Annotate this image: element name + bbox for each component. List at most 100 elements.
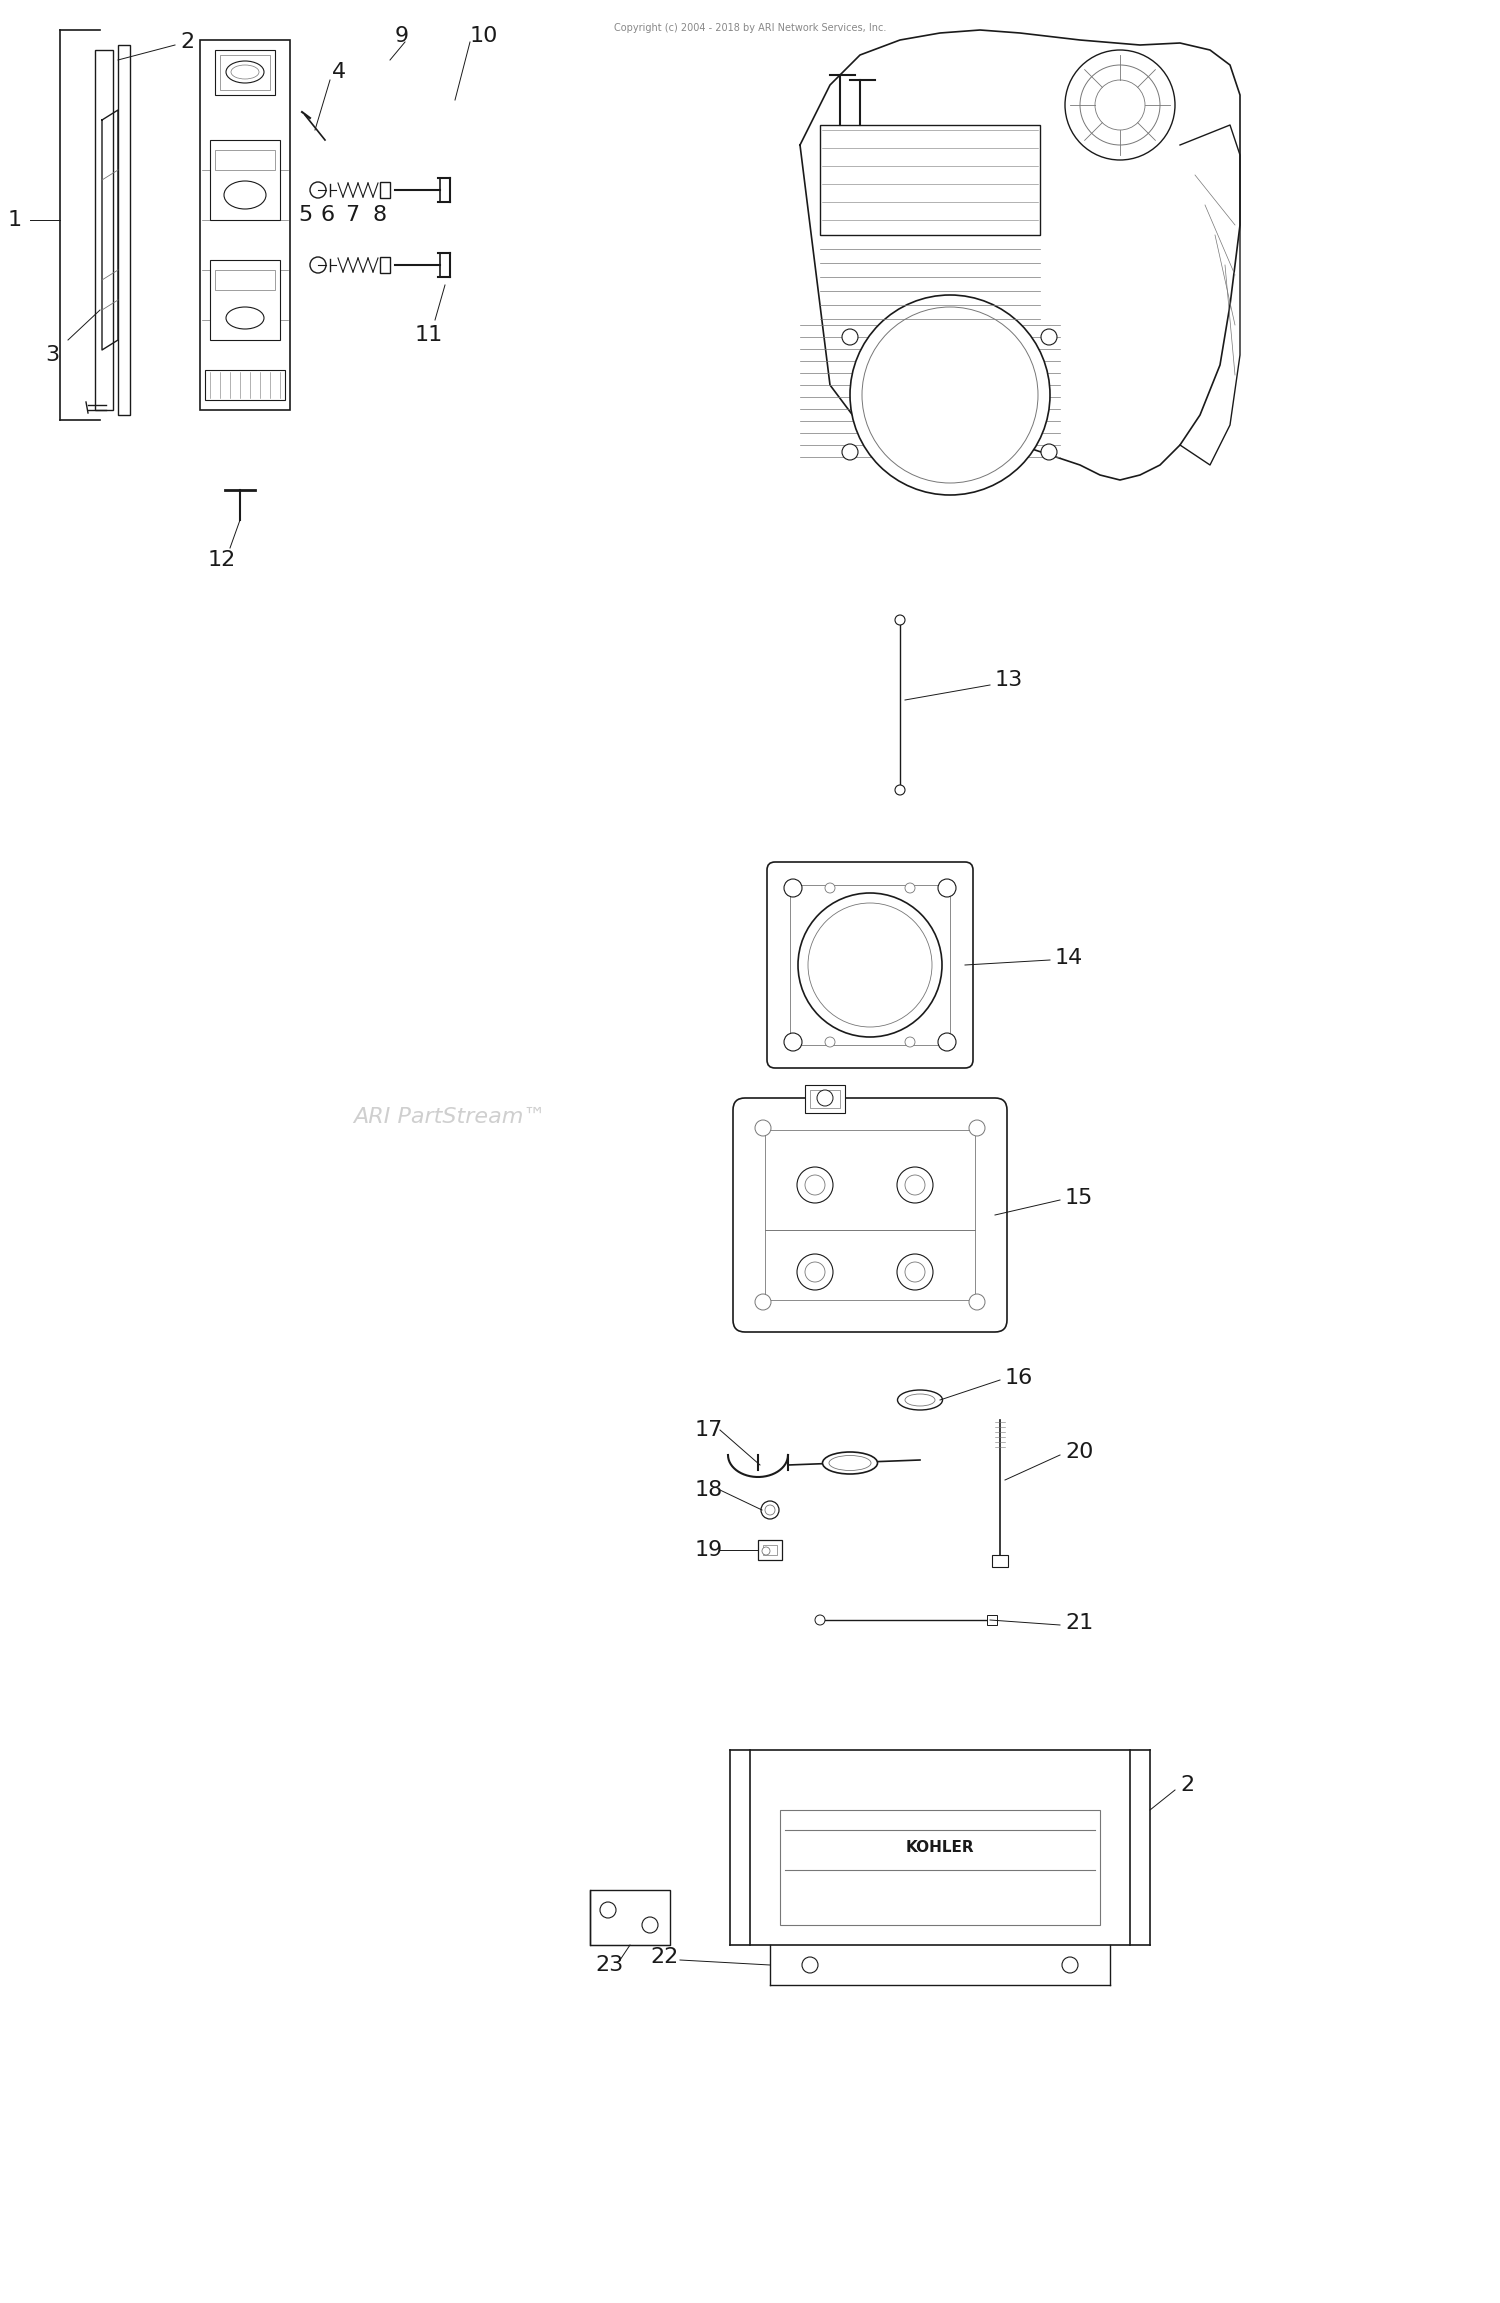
Circle shape [904, 1262, 926, 1283]
Circle shape [938, 1034, 956, 1050]
Ellipse shape [822, 1451, 878, 1474]
Text: 7: 7 [345, 205, 358, 226]
Bar [810, 1089, 840, 1108]
Circle shape [862, 306, 1038, 484]
Bar [200, 39, 290, 410]
Circle shape [1062, 1958, 1078, 1974]
Text: 16: 16 [1005, 1368, 1034, 1389]
Circle shape [808, 903, 932, 1027]
Circle shape [806, 1175, 825, 1195]
Text: 15: 15 [1065, 1188, 1094, 1209]
Text: 10: 10 [470, 25, 498, 46]
Circle shape [896, 785, 904, 795]
Circle shape [796, 1255, 832, 1290]
Text: 2: 2 [1180, 1776, 1194, 1794]
Circle shape [904, 1175, 926, 1195]
Circle shape [760, 1502, 778, 1520]
Circle shape [765, 1504, 776, 1515]
Circle shape [784, 1034, 802, 1050]
Circle shape [904, 882, 915, 894]
Bar [987, 1614, 998, 1626]
Text: 18: 18 [694, 1481, 723, 1499]
Circle shape [806, 1262, 825, 1283]
Circle shape [796, 1168, 832, 1202]
Bar [765, 1131, 975, 1299]
Bar [590, 1891, 670, 1946]
Text: Copyright (c) 2004 - 2018 by ARI Network Services, Inc.: Copyright (c) 2004 - 2018 by ARI Network… [614, 23, 886, 32]
Bar [118, 46, 130, 415]
Bar [764, 1545, 777, 1555]
Circle shape [802, 1958, 818, 1974]
Text: 14: 14 [1054, 949, 1083, 967]
Text: 20: 20 [1065, 1442, 1094, 1462]
Text: 22: 22 [650, 1946, 678, 1967]
Text: KOHLER: KOHLER [906, 1840, 975, 1854]
Bar [214, 51, 274, 94]
Text: 13: 13 [994, 670, 1023, 691]
FancyBboxPatch shape [766, 861, 974, 1069]
Circle shape [938, 880, 956, 896]
Bar [806, 1085, 844, 1112]
Bar [210, 260, 280, 341]
Circle shape [815, 1614, 825, 1626]
Bar [94, 51, 112, 410]
Circle shape [642, 1916, 658, 1932]
Ellipse shape [830, 1455, 872, 1472]
Circle shape [754, 1294, 771, 1310]
Circle shape [1080, 64, 1160, 145]
Bar [380, 258, 390, 274]
Circle shape [897, 1168, 933, 1202]
Circle shape [842, 329, 858, 345]
Text: 1: 1 [8, 210, 22, 230]
Text: 8: 8 [374, 205, 387, 226]
Bar [750, 1750, 1130, 1946]
Bar [790, 884, 950, 1046]
Circle shape [1065, 51, 1174, 159]
Circle shape [1041, 329, 1058, 345]
Text: 9: 9 [394, 25, 410, 46]
Circle shape [897, 1255, 933, 1290]
Circle shape [818, 1089, 833, 1105]
Ellipse shape [224, 182, 266, 210]
Circle shape [310, 182, 326, 198]
Text: 5: 5 [298, 205, 312, 226]
Text: ARI PartStream™: ARI PartStream™ [354, 1108, 546, 1126]
Text: 21: 21 [1065, 1612, 1094, 1633]
Circle shape [842, 444, 858, 461]
Circle shape [1095, 81, 1144, 129]
Circle shape [600, 1902, 616, 1918]
Text: 17: 17 [694, 1421, 723, 1439]
Ellipse shape [226, 306, 264, 329]
Circle shape [850, 295, 1050, 495]
Text: 19: 19 [694, 1541, 723, 1559]
Circle shape [784, 880, 802, 896]
Circle shape [754, 1119, 771, 1135]
Ellipse shape [226, 60, 264, 83]
Bar [220, 55, 270, 90]
Bar [380, 182, 390, 198]
Circle shape [904, 1036, 915, 1048]
Circle shape [1041, 444, 1058, 461]
Bar [210, 140, 280, 221]
Circle shape [825, 1036, 836, 1048]
Ellipse shape [897, 1391, 942, 1409]
Circle shape [825, 882, 836, 894]
Ellipse shape [231, 64, 260, 78]
FancyBboxPatch shape [734, 1099, 1006, 1331]
Circle shape [896, 615, 904, 624]
Text: 3: 3 [45, 345, 58, 364]
Bar [758, 1541, 782, 1559]
Text: 2: 2 [180, 32, 194, 53]
Circle shape [969, 1119, 986, 1135]
Text: 4: 4 [332, 62, 346, 83]
Text: 11: 11 [416, 325, 444, 345]
Text: 23: 23 [596, 1955, 624, 1976]
Circle shape [310, 258, 326, 274]
Bar [206, 371, 285, 401]
Bar [214, 150, 274, 170]
Text: 12: 12 [209, 550, 237, 571]
Bar [821, 124, 1040, 235]
Bar [992, 1555, 1008, 1566]
Text: 6: 6 [321, 205, 334, 226]
Circle shape [762, 1548, 770, 1555]
